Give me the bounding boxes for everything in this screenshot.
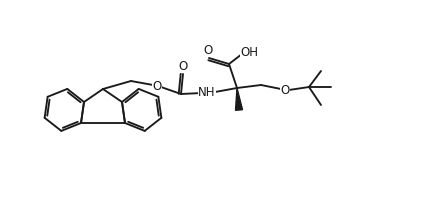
Text: NH: NH [198,87,216,99]
Text: O: O [178,60,187,73]
Text: O: O [280,84,289,97]
Text: O: O [152,79,161,93]
Text: OH: OH [240,46,258,59]
Polygon shape [236,88,243,110]
Text: O: O [204,43,213,56]
